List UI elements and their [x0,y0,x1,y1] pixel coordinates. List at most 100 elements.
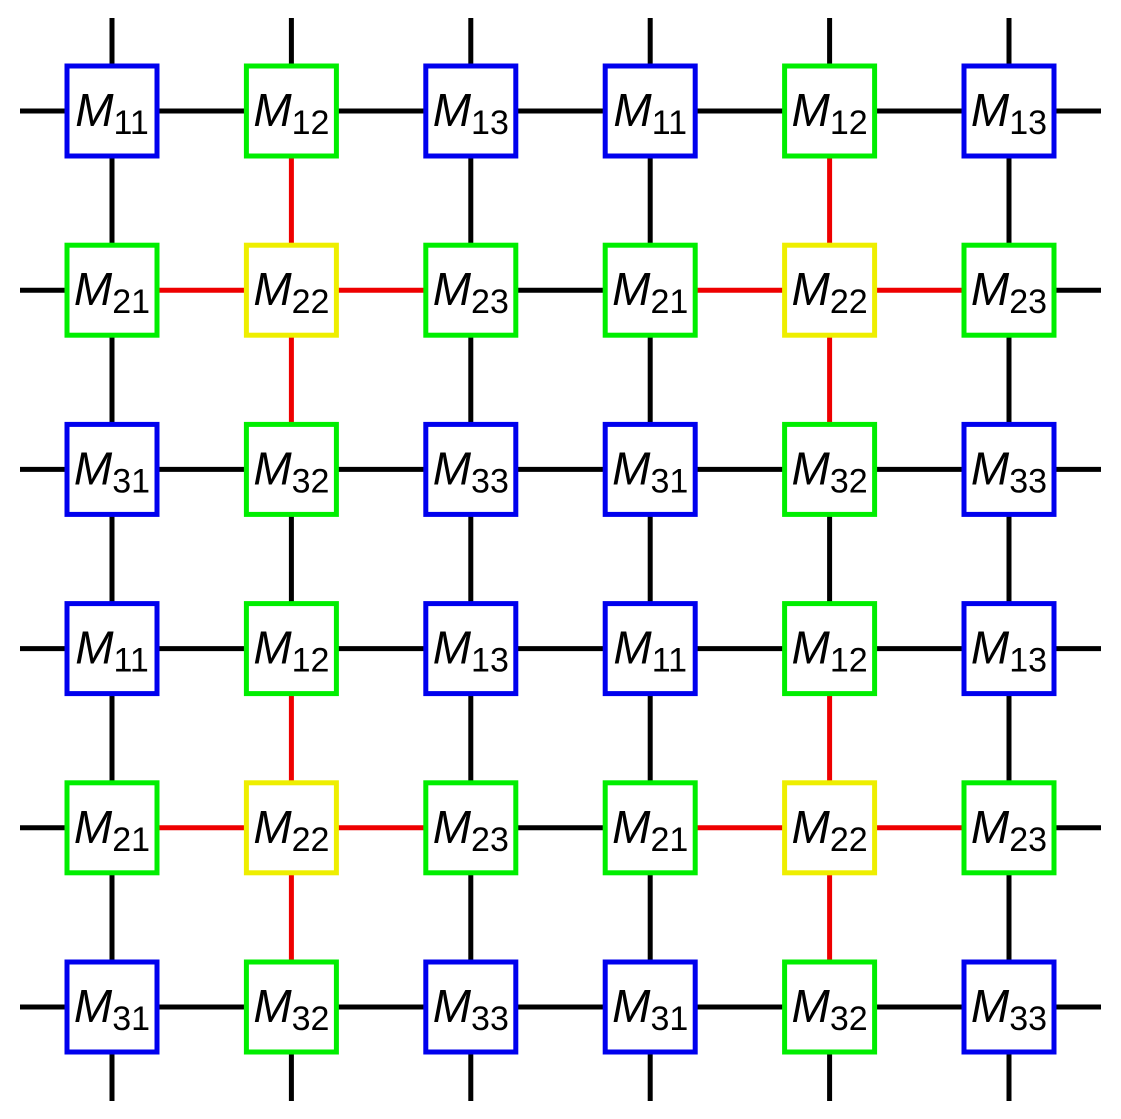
node-box [602,242,698,338]
node-label: M13 [433,84,509,142]
node-subscript: 11 [652,104,687,142]
node-m11: M11 [602,63,698,159]
node-label: M22 [253,263,329,321]
node-label: M32 [253,442,329,500]
node-m31: M31 [602,959,698,1055]
node-symbol: M [253,801,292,853]
node-symbol: M [792,84,831,136]
node-box [423,959,519,1055]
node-subscript: 23 [1009,821,1047,859]
node-box [64,780,160,876]
node-box [602,780,698,876]
node-box [602,601,698,697]
node-m33: M33 [961,421,1057,517]
node-subscript: 21 [112,821,150,859]
node-m11: M11 [64,601,160,697]
node-m22: M22 [782,780,878,876]
node-symbol: M [612,980,651,1032]
node-symbol: M [253,442,292,494]
node-box [961,421,1057,517]
node-m13: M13 [961,601,1057,697]
node-symbol: M [613,84,652,136]
node-label: M31 [612,442,688,500]
node-m21: M21 [602,242,698,338]
node-label: M33 [433,442,509,500]
node-symbol: M [792,263,831,315]
node-box [782,959,878,1055]
node-subscript: 22 [292,821,330,859]
node-m31: M31 [64,959,160,1055]
node-box [961,601,1057,697]
node-m13: M13 [423,63,519,159]
node-symbol: M [74,263,113,315]
node-subscript: 12 [292,642,330,680]
node-symbol: M [433,622,472,674]
node-symbol: M [613,622,652,674]
node-box [602,421,698,517]
node-subscript: 21 [650,283,688,321]
node-subscript: 23 [471,283,509,321]
node-label: M12 [792,84,868,142]
node-subscript: 33 [1009,1000,1047,1038]
node-m12: M12 [782,63,878,159]
node-box [423,780,519,876]
node-label: M21 [612,801,688,859]
node-m31: M31 [64,421,160,517]
node-subscript: 31 [650,462,688,500]
node-symbol: M [253,263,292,315]
node-m11: M11 [64,63,160,159]
node-label: M11 [613,622,687,680]
node-box [423,63,519,159]
node-m33: M33 [423,421,519,517]
node-subscript: 11 [114,104,149,142]
node-label: M33 [433,980,509,1038]
node-box [961,63,1057,159]
node-box [243,601,339,697]
node-box [243,63,339,159]
node-box [243,959,339,1055]
node-symbol: M [433,980,472,1032]
node-subscript: 31 [112,1000,150,1038]
node-label: M32 [253,980,329,1038]
node-subscript: 33 [471,1000,509,1038]
node-subscript: 13 [471,642,509,680]
node-symbol: M [612,442,651,494]
node-m21: M21 [64,780,160,876]
node-symbol: M [612,263,651,315]
node-box [782,780,878,876]
node-label: M23 [433,801,509,859]
node-symbol: M [74,980,113,1032]
node-m23: M23 [961,780,1057,876]
node-m13: M13 [961,63,1057,159]
node-subscript: 13 [471,104,509,142]
node-symbol: M [792,801,831,853]
node-subscript: 13 [1009,642,1047,680]
node-subscript: 12 [830,104,868,142]
node-box [961,780,1057,876]
node-symbol: M [971,263,1010,315]
node-m31: M31 [602,421,698,517]
node-box [64,63,160,159]
node-m23: M23 [423,780,519,876]
node-m32: M32 [243,421,339,517]
node-label: M12 [792,622,868,680]
node-box [602,959,698,1055]
node-box [423,421,519,517]
node-box [423,601,519,697]
node-label: M33 [971,442,1047,500]
node-subscript: 12 [830,642,868,680]
node-subscript: 11 [652,642,687,680]
node-symbol: M [75,84,114,136]
node-m11: M11 [602,601,698,697]
node-label: M13 [971,622,1047,680]
node-label: M22 [253,801,329,859]
node-m21: M21 [64,242,160,338]
node-subscript: 33 [1009,462,1047,500]
node-label: M11 [613,84,687,142]
node-m22: M22 [782,242,878,338]
node-symbol: M [971,442,1010,494]
node-subscript: 32 [292,1000,330,1038]
node-box [64,421,160,517]
node-subscript: 22 [292,283,330,321]
